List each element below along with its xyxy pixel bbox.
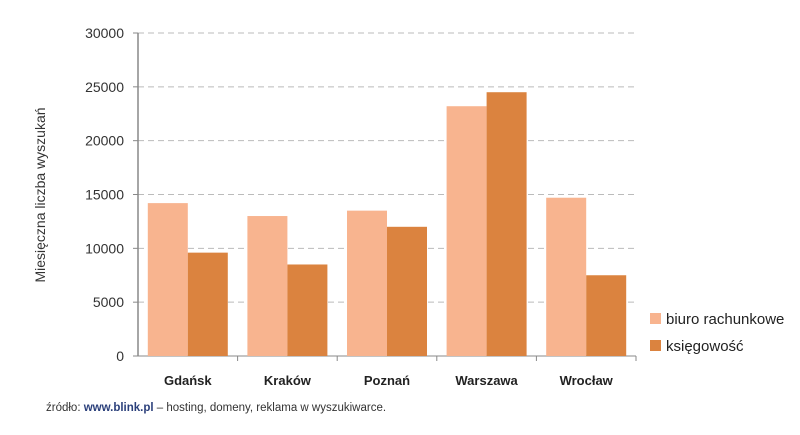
y-axis-label: Miesięczna liczba wyszukań [32,107,48,282]
legend-swatch [650,340,661,351]
source-link[interactable]: www.blink.pl [83,402,154,414]
bar-biuro-rachunkowe [546,197,587,356]
y-tick-label: 20000 [85,133,124,149]
source-prefix: źródło: [46,402,81,414]
source-suffix: – hosting, domeny, reklama w wyszukiwarc… [156,402,387,414]
x-tick-label: Kraków [264,373,312,388]
x-tick-label: Gdańsk [164,373,212,388]
legend-label: biuro rachunkowe [666,311,784,328]
bar-biuro-rachunkowe [446,106,487,356]
y-tick-label: 25000 [85,79,124,95]
y-tick-label: 0 [116,348,124,364]
y-tick-label: 10000 [85,240,124,256]
source-note: źródło: www.blink.pl – hosting, domeny, … [46,402,386,414]
x-tick-label: Warszawa [455,373,518,388]
bar-biuro-rachunkowe [247,216,288,356]
y-tick-label: 30000 [85,25,124,41]
x-tick-label: Wrocław [560,373,614,388]
bar-ksiegowosc [187,252,228,356]
y-tick-label: 5000 [93,294,124,310]
bar-ksiegowosc [486,92,527,356]
bar-ksiegowosc [287,264,328,356]
legend-swatch [650,313,661,324]
x-tick-label: Poznań [364,373,410,388]
bar-biuro-rachunkowe [347,210,387,356]
legend-label: księgowość [666,338,744,355]
bar-ksiegowosc [586,275,627,356]
bar-biuro-rachunkowe [147,203,188,356]
bar-ksiegowosc [387,226,427,356]
y-tick-label: 15000 [85,187,124,203]
